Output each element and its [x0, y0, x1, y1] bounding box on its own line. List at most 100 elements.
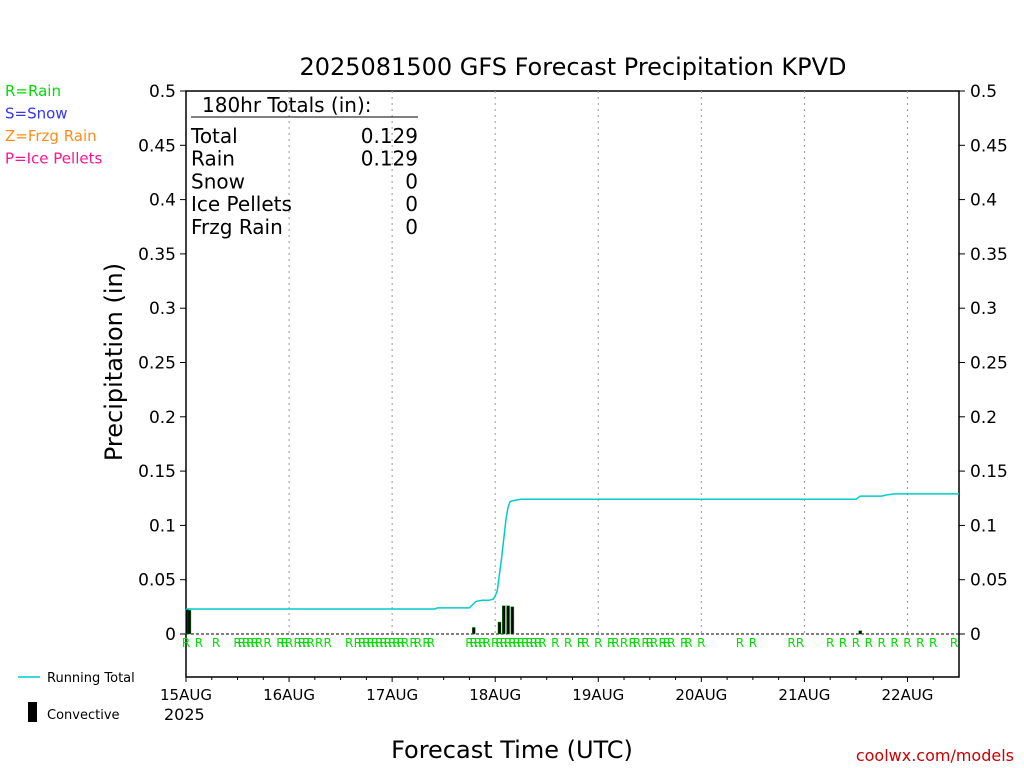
precip-type-letter: R	[491, 636, 499, 650]
precip-type-letter: R	[251, 636, 259, 650]
precip-type-letter: R	[950, 636, 958, 650]
precip-type-letter: R	[684, 636, 692, 650]
precip-type-letter: R	[238, 636, 246, 650]
y-tick-label-right: 0.4	[970, 191, 997, 211]
precip-type-letter: R	[749, 636, 757, 650]
precip-type-letter: R	[315, 636, 323, 650]
y-tick-label-right: 0.35	[970, 245, 1008, 265]
totals-label: Snow	[191, 169, 245, 193]
precip-type-letter: R	[276, 636, 284, 650]
precip-type-letter: R	[358, 636, 366, 650]
convective-bar	[858, 630, 862, 635]
x-tick-label: 18AUG	[469, 686, 521, 704]
precip-type-letter: R	[182, 636, 190, 650]
precip-type-letter: R	[302, 636, 310, 650]
totals-box: 180hr Totals (in): Total 0.129 Rain 0.129 Sn…	[190, 93, 418, 239]
precip-type-letter: R	[366, 636, 374, 650]
totals-label: Rain	[191, 147, 235, 171]
precip-type-letter: R	[306, 636, 314, 650]
totals-label: Frzg Rain	[191, 215, 283, 239]
ptype-legend-item: S=Snow	[5, 105, 68, 123]
precip-type-letter: R	[384, 636, 392, 650]
y-tick-label-left: 0.1	[149, 516, 176, 536]
precip-type-letter: R	[212, 636, 220, 650]
x-axis-label: Forecast Time (UTC)	[391, 736, 633, 764]
precip-type-letter: R	[680, 636, 688, 650]
convective-bar	[506, 605, 510, 635]
precip-type-letter: R	[379, 636, 387, 650]
precip-type-letter: R	[362, 636, 370, 650]
y-tick-label-left: 0.4	[149, 191, 176, 211]
x-axis: 15AUG 16AUG 17AUG 18AUG 19AUG 20AUG 21AUG 22AUG	[160, 677, 934, 704]
precip-type-letter: R	[409, 636, 417, 650]
precip-type-letter: R	[826, 636, 834, 650]
precip-type-letter: R	[392, 636, 400, 650]
y-axis-right: 0 0.05 0.1 0.15 0.2 0.25 0.3 0.35 0.4 0.45 0.5	[959, 82, 1008, 645]
precip-type-letter: R	[517, 636, 525, 650]
precip-type-letter: R	[663, 636, 671, 650]
convective-bar	[502, 605, 506, 635]
precip-type-letter: R	[397, 636, 405, 650]
convective-bar	[510, 606, 515, 635]
y-axis-left: 0 0.05 0.1 0.15 0.2 0.25 0.3 0.35 0.4 0.45 0.5	[138, 82, 186, 645]
precip-type-letter: R	[482, 636, 490, 650]
credit-text: coolwx.com/models	[856, 746, 1014, 765]
totals-value: 0	[405, 169, 418, 193]
y-tick-label-left: 0.25	[138, 354, 176, 374]
precip-type-letter: R	[298, 636, 306, 650]
precip-type-letter: R	[285, 636, 293, 650]
precip-type-letter: R	[607, 636, 615, 650]
totals-label: Total	[190, 124, 238, 148]
precip-type-letter: R	[281, 636, 289, 650]
precip-type-letter: R	[646, 636, 654, 650]
y-tick-label-left: 0.05	[138, 571, 176, 591]
precip-type-letter: R	[246, 636, 254, 650]
precip-type-letter: R	[255, 636, 263, 650]
convective-legend-swatch	[28, 702, 37, 722]
precip-type-letter: R	[916, 636, 924, 650]
precip-type-letter: R	[470, 636, 478, 650]
precip-type-letter: R	[929, 636, 937, 650]
totals-header: 180hr Totals (in):	[202, 93, 372, 117]
y-tick-label-right: 0.2	[970, 408, 997, 428]
precip-type-letter: R	[354, 636, 362, 650]
precip-type-letter: R	[414, 636, 422, 650]
x-axis-year: 2025	[164, 705, 205, 724]
precip-type-letter: R	[564, 636, 572, 650]
precip-type-letter: R	[465, 636, 473, 650]
precip-type-letter: R	[521, 636, 529, 650]
precip-type-letter: R	[371, 636, 379, 650]
y-tick-label-right: 0.1	[970, 516, 997, 536]
precip-type-letter: R	[852, 636, 860, 650]
totals-value: 0.129	[361, 147, 418, 171]
precip-type-letter: R	[628, 636, 636, 650]
precip-type-letter: R	[551, 636, 559, 650]
precip-type-letter: R	[633, 636, 641, 650]
convective-bar	[187, 609, 192, 635]
convective-bars	[185, 605, 862, 635]
y-tick-label-right: 0.45	[970, 136, 1008, 156]
x-tick-label: 16AUG	[263, 686, 315, 704]
precip-type-letter: R	[345, 636, 353, 650]
precip-type-letter: R	[195, 636, 203, 650]
y-tick-label-left: 0	[165, 625, 176, 645]
totals-rows: Total 0.129 Rain 0.129 Snow 0 Ice Pellets 0 Frzg…	[190, 124, 418, 239]
precip-type-letter: R	[890, 636, 898, 650]
x-tick-label: 17AUG	[366, 686, 418, 704]
ptype-legend-item: Z=Frzg Rain	[5, 127, 97, 145]
precip-type-letter: R	[388, 636, 396, 650]
running-total-line	[186, 493, 959, 610]
x-tick-label: 22AUG	[881, 686, 933, 704]
precip-type-letter: R	[530, 636, 538, 650]
precip-type-letter: R	[581, 636, 589, 650]
precip-type-letter: R	[796, 636, 804, 650]
precip-type-letter: R	[513, 636, 521, 650]
precip-type-letter: R	[697, 636, 705, 650]
precip-type-letter: R	[495, 636, 503, 650]
ptype-legend-item: P=Ice Pellets	[5, 150, 102, 168]
y-tick-label-right: 0	[970, 625, 981, 645]
precip-type-letter: R	[478, 636, 486, 650]
precip-type-letter: R	[534, 636, 542, 650]
